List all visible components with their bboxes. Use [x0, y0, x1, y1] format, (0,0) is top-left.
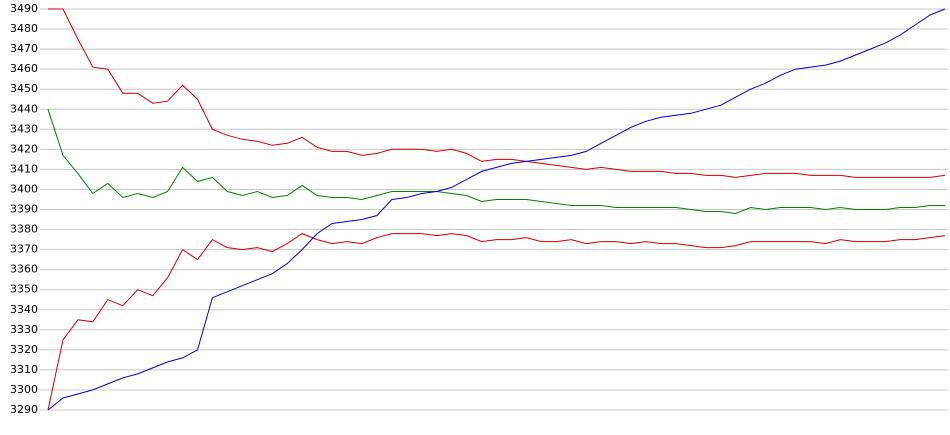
series-line: [47, 109, 945, 215]
y-tick-label: 3340: [10, 303, 38, 316]
y-tick-label: 3420: [10, 142, 38, 155]
y-tick-label: 3300: [10, 383, 38, 396]
y-tick-label: 3440: [10, 102, 38, 115]
y-tick-label: 3490: [10, 2, 38, 15]
y-tick-label: 3400: [10, 182, 38, 195]
y-tick-label: 3290: [10, 403, 38, 416]
y-tick-label: 3470: [10, 42, 38, 55]
y-tick-label: 3430: [10, 122, 38, 135]
y-tick-label: 3380: [10, 223, 38, 236]
y-tick-label: 3320: [10, 343, 38, 356]
series-line: [47, 8, 946, 411]
y-tick-label: 3370: [10, 243, 38, 256]
y-tick-label: 3410: [10, 162, 38, 175]
series-line: [48, 8, 946, 178]
y-tick-label: 3360: [10, 263, 38, 276]
y-tick-label: 3480: [10, 22, 38, 35]
y-tick-label: 3350: [10, 283, 38, 296]
series-line: [47, 233, 946, 411]
y-tick-label: 3390: [10, 203, 38, 216]
y-tick-label: 3460: [10, 62, 38, 75]
y-tick-label: 3310: [10, 363, 38, 376]
y-tick-label: 3330: [10, 323, 38, 336]
y-tick-label: 3450: [10, 82, 38, 95]
